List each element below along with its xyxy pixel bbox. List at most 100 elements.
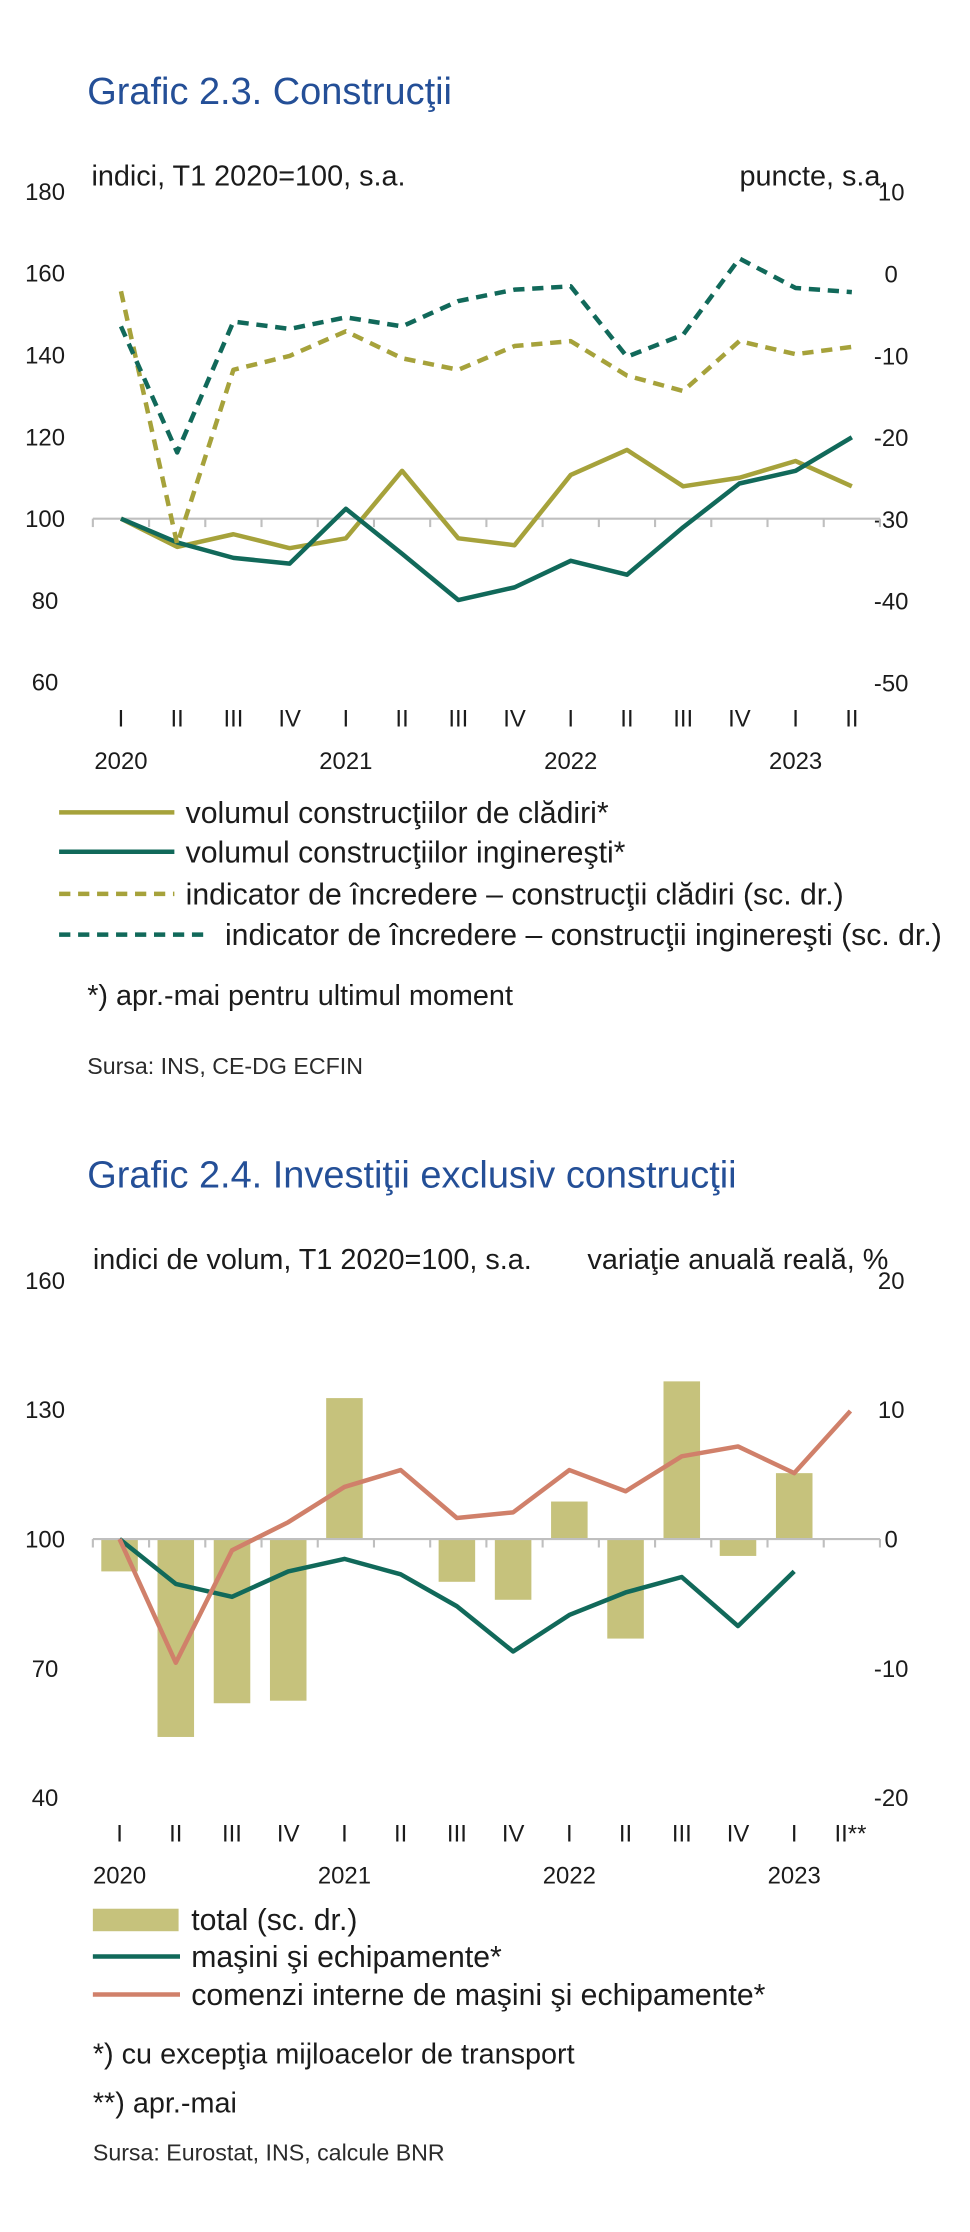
legend-item: maşini şi echipamente*: [92, 1941, 502, 1974]
right-axis-tick-label: -10: [874, 1656, 909, 1683]
left-axis-tick-label: 160: [25, 261, 65, 288]
right-axis-tick-label: 20: [878, 1268, 905, 1295]
source-note: Sursa: Eurostat, INS, calcule BNR: [93, 2139, 445, 2165]
left-axis-tick-label: 120: [25, 424, 65, 451]
legend-item: indicator de încredere – construcţii clă…: [59, 878, 844, 911]
right-axis-tick-label: 0: [885, 262, 898, 289]
total-bar: [326, 1398, 363, 1540]
left-axis-tick-label: 40: [32, 1785, 59, 1812]
category-tick-label: I: [343, 706, 350, 733]
legend-label: total (sc. dr.): [191, 1904, 357, 1937]
total-bar: [213, 1539, 251, 1704]
year-label: 2020: [93, 1862, 146, 1889]
legend-label: volumul construcţiilor inginereşti*: [186, 836, 626, 869]
left-axis-tick-label: 130: [25, 1397, 65, 1424]
category-tick-label: IV: [503, 706, 526, 733]
right-axis-tick-label: 10: [878, 180, 905, 207]
year-label: 2022: [544, 748, 597, 775]
total-bar: [775, 1473, 813, 1540]
left-axis-tick-label: 160: [25, 1268, 65, 1295]
category-tick-label: I: [566, 1820, 573, 1847]
year-label: 2021: [318, 1862, 371, 1889]
year-label: 2020: [94, 748, 147, 775]
left-axis-tick-label: 60: [32, 670, 59, 697]
legend: volumul construcţiilor de clădiri* volum…: [59, 797, 942, 952]
legend-label: comenzi interne de maşini şi echipamente…: [191, 1979, 765, 2012]
machinery-equipment-line: [118, 1537, 796, 1654]
left-axis-unit-label: indici, T1 2020=100, s.a.: [91, 161, 405, 193]
chart-title: Grafic 2.4. Investiţii exclusiv construc…: [87, 1155, 736, 1197]
right-axis-tick-label: -20: [874, 425, 909, 452]
legend-item: volumul construcţiilor inginereşti*: [59, 836, 626, 869]
category-tick-label: II: [845, 706, 858, 733]
category-tick-label: III: [448, 706, 468, 733]
legend-label: maşini şi echipamente*: [191, 1941, 502, 1974]
left-axis-tick-label: 140: [25, 342, 65, 369]
category-tick-label: IV: [502, 1820, 525, 1847]
right-axis-tick-label: -40: [874, 589, 909, 616]
category-tick-label: II: [619, 1820, 632, 1847]
total-bar: [719, 1539, 757, 1556]
category-tick-label: IV: [278, 706, 301, 733]
category-tick-label: II: [395, 706, 408, 733]
category-tick-label: I: [567, 706, 574, 733]
right-axis-tick-label: 0: [885, 1527, 898, 1554]
total-bar: [551, 1501, 588, 1540]
total-bar: [663, 1381, 701, 1540]
legend-label: indicator de încredere – construcţii ing…: [225, 919, 942, 952]
legend-swatch-total: [92, 1908, 179, 1932]
category-tick-label: IV: [277, 1820, 300, 1847]
right-axis-tick-label: 10: [878, 1397, 905, 1424]
left-axis-tick-label: 80: [32, 588, 59, 615]
category-tick-label: IV: [727, 1820, 750, 1847]
left-axis-tick-label: 100: [25, 506, 65, 533]
domestic-orders-line: [117, 1409, 853, 1666]
footnote: **) apr.-mai: [93, 2088, 237, 2120]
total-bar: [494, 1539, 532, 1600]
buildings-confidence-line: [118, 290, 853, 547]
legend-label: volumul construcţiilor de clădiri*: [186, 797, 609, 830]
category-tick-label: IV: [728, 706, 751, 733]
category-tick-label: III: [447, 1820, 467, 1847]
year-label: 2022: [543, 1862, 596, 1889]
legend-item: indicator de încredere – construcţii ing…: [59, 919, 942, 952]
legend-item: comenzi interne de maşini şi echipamente…: [92, 1979, 766, 2012]
chart-title: Grafic 2.3. Construcţii: [87, 71, 452, 113]
category-tick-label: I: [792, 706, 799, 733]
engineering-volume-line: [120, 435, 853, 603]
category-tick-label: II: [620, 706, 633, 733]
category-tick-label: III: [223, 706, 243, 733]
legend-item: total (sc. dr.): [92, 1904, 357, 1937]
engineering-confidence-line: [118, 256, 853, 455]
source-note: Sursa: INS, CE-DG ECFIN: [87, 1053, 363, 1079]
right-axis-tick-label: -20: [874, 1785, 909, 1812]
year-label: 2023: [769, 748, 822, 775]
legend: total (sc. dr.) maşini şi echipamente* c…: [92, 1904, 766, 2012]
category-tick-label: I: [341, 1820, 348, 1847]
chart-investment: Grafic 2.4. Investiţii exclusiv construc…: [25, 1155, 908, 2166]
category-tick-label: II: [394, 1820, 407, 1847]
footnote: *) apr.-mai pentru ultimul moment: [87, 980, 513, 1012]
right-axis-tick-label: -50: [874, 671, 909, 698]
chart-construction: Grafic 2.3. Construcţii indici, T1 2020=…: [25, 71, 942, 1079]
category-tick-label: II**: [835, 1820, 867, 1847]
year-label: 2021: [319, 748, 372, 775]
footnote: *) cu excepţia mijloacelor de transport: [93, 2038, 575, 2070]
category-tick-label: I: [116, 1820, 123, 1847]
legend-item: volumul construcţiilor de clădiri*: [59, 797, 609, 830]
category-tick-label: II: [171, 706, 184, 733]
category-tick-label: III: [222, 1820, 242, 1847]
category-tick-label: I: [118, 706, 125, 733]
left-axis-tick-label: 100: [25, 1527, 65, 1554]
left-axis-tick-label: 180: [25, 179, 65, 206]
right-axis-unit-label: puncte, s.a.: [739, 161, 888, 193]
category-tick-label: III: [672, 1820, 692, 1847]
legend-label: indicator de încredere – construcţii clă…: [186, 878, 844, 911]
left-axis-tick-label: 70: [32, 1656, 59, 1683]
left-axis-unit-label: indici de volum, T1 2020=100, s.a.: [93, 1244, 532, 1276]
right-axis-tick-label: -10: [874, 343, 909, 370]
total-bar: [269, 1539, 307, 1701]
